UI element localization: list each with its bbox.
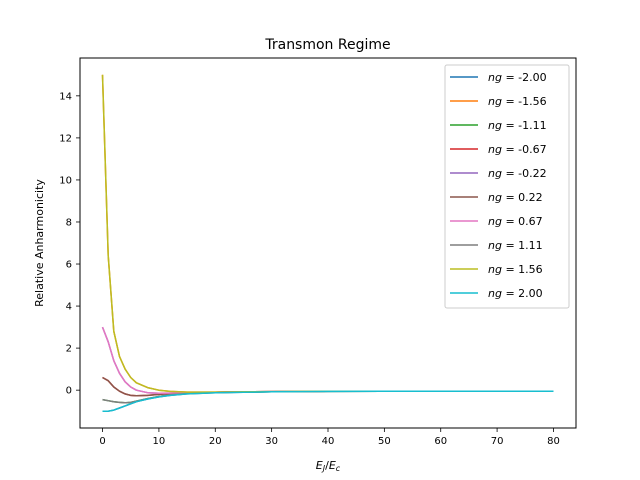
- legend-label-7: ng = 0.67: [488, 215, 543, 228]
- y-tick-label: 4: [66, 302, 72, 313]
- legend-label-2: ng = -1.56: [488, 95, 547, 108]
- x-axis-label: EJ/Ec: [316, 459, 341, 473]
- y-tick-label: 8: [66, 217, 72, 228]
- series-layer: [101, 74, 554, 412]
- x-tick-label: 30: [265, 436, 278, 447]
- legend-label-6: ng = 0.22: [488, 191, 543, 204]
- x-axis-ticks: 0 10 20 30 40 50 60 70 80: [99, 428, 560, 447]
- legend: ng = -2.00 ng = -1.56 ng = -1.11 ng = -0.67…: [444, 64, 570, 309]
- x-tick-label: 0: [99, 436, 105, 447]
- y-tick-label: 2: [66, 344, 72, 355]
- y-tick-label: 0: [66, 386, 72, 397]
- x-tick-label: 40: [322, 436, 335, 447]
- y-tick-label: 10: [59, 175, 72, 186]
- x-tick-label: 20: [209, 436, 222, 447]
- legend-label-9: ng = 1.56: [488, 263, 543, 276]
- y-axis-label: Relative Anharmonicity: [33, 179, 46, 307]
- x-tick-label: 70: [491, 436, 504, 447]
- y-tick-label: 14: [59, 91, 72, 102]
- x-tick-label: 50: [378, 436, 391, 447]
- legend-label-4: ng = -0.67: [488, 143, 547, 156]
- series-line-10: [102, 390, 554, 412]
- x-tick-label: 80: [547, 436, 560, 447]
- legend-label-10: ng = 2.00: [488, 287, 543, 300]
- y-tick-label: 6: [66, 260, 72, 271]
- x-tick-label: 10: [153, 436, 166, 447]
- legend-label-8: ng = 1.11: [488, 239, 543, 252]
- y-axis-ticks: 0 2 4 6 8 10 12 14: [59, 91, 80, 397]
- legend-label-5: ng = -0.22: [488, 167, 547, 180]
- legend-label-1: ng = -2.00: [488, 71, 547, 84]
- legend-label-3: ng = -1.11: [488, 119, 547, 132]
- y-tick-label: 12: [59, 133, 72, 144]
- chart-title: Transmon Regime: [264, 37, 390, 53]
- x-tick-label: 60: [434, 436, 447, 447]
